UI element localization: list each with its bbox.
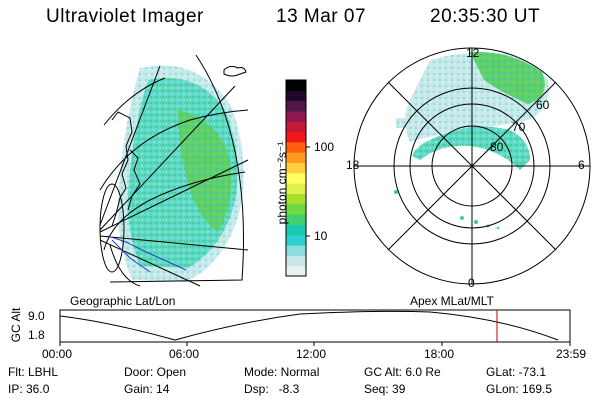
colorbar-segment <box>286 172 306 184</box>
status-glon: GLon: 169.5 <box>486 382 553 396</box>
colorbar-unit-label: photon cm⁻²s⁻¹ <box>275 141 289 225</box>
lat-label-70: 70 <box>512 120 526 134</box>
timeline-y-tick-min: 1.8 <box>28 328 45 342</box>
island-outline <box>223 65 247 77</box>
mlt-label-6: 6 <box>578 158 585 172</box>
instrument-title: Ultraviolet Imager <box>46 6 204 27</box>
lat-label-60: 60 <box>536 98 550 112</box>
status-dsp: Dsp: -8.3 <box>244 382 300 396</box>
timeline-x-tick-0600: 06:00 <box>169 347 200 361</box>
status-seq: Seq: 39 <box>364 382 406 396</box>
colorbar-frame <box>285 79 307 277</box>
coastline <box>111 111 133 227</box>
status-glat: GLat: -73.1 <box>486 365 547 379</box>
colorbar-segment <box>286 245 306 256</box>
observation-time: 20:35:30 UT <box>430 6 541 27</box>
colorbar-segment <box>286 183 306 194</box>
altitude-curve <box>59 310 559 341</box>
mlt-label-12: 12 <box>466 46 480 60</box>
geographic-map-panel <box>99 54 249 287</box>
status-gain: Gain: 14 <box>124 382 170 396</box>
colorbar-segment <box>286 90 306 102</box>
colorbar-tick-100: 100 <box>314 140 335 154</box>
colorbar-segment <box>286 141 306 153</box>
colorbar-segment <box>286 234 306 246</box>
timeline-x-tick-1200: 12:00 <box>296 347 327 361</box>
colorbar-tick-10: 10 <box>314 229 328 243</box>
colorbar-segment <box>286 131 306 143</box>
timeline-y-axis-label: GC Alt <box>9 307 23 343</box>
timeline-x-tick-0000: 00:00 <box>42 347 73 361</box>
colorbar-segment <box>286 214 306 225</box>
colorbar-segment <box>286 152 306 164</box>
polar-mlat-mlt-panel <box>353 47 591 285</box>
mlt-label-18: 18 <box>346 158 360 172</box>
colorbar-segment <box>286 265 306 277</box>
mlt-label-0: 0 <box>468 276 475 290</box>
observation-date: 13 Mar 07 <box>276 6 367 27</box>
colorbar-segment <box>286 193 306 205</box>
left-panel-caption: Geographic Lat/Lon <box>70 294 176 308</box>
colorbar-segment <box>286 110 306 122</box>
altitude-timeline <box>59 309 571 346</box>
terminator-line <box>107 235 187 271</box>
timeline-x-tick-1800: 18:00 <box>424 347 455 361</box>
status-door: Door: Open <box>124 365 187 379</box>
status-flt: Flt: LBHL <box>8 365 59 379</box>
timeline-frame <box>59 309 571 343</box>
status-mode: Mode: Normal <box>244 365 320 379</box>
colorbar <box>285 79 310 277</box>
timeline-y-tick-max: 9.0 <box>28 309 45 323</box>
status-ip: IP: 36.0 <box>8 382 50 396</box>
lat-label-80: 80 <box>490 140 504 154</box>
colorbar-segment <box>286 203 306 215</box>
colorbar-segment <box>286 224 306 236</box>
timeline-x-tick-2359: 23:59 <box>556 347 587 361</box>
aurora-emission-bright <box>178 110 232 232</box>
colorbar-segment <box>286 100 306 112</box>
orbit-loop <box>99 183 125 273</box>
colorbar-segment <box>286 80 306 91</box>
colorbar-segment <box>286 255 306 267</box>
auroral-oval-bright <box>470 51 545 104</box>
earth-limb <box>109 54 244 283</box>
colorbar-segment <box>286 121 306 133</box>
right-panel-caption: Apex MLat/MLT <box>410 294 494 308</box>
status-gc-alt: GC Alt: 6.0 Re <box>364 365 441 379</box>
colorbar-segment <box>286 162 306 174</box>
